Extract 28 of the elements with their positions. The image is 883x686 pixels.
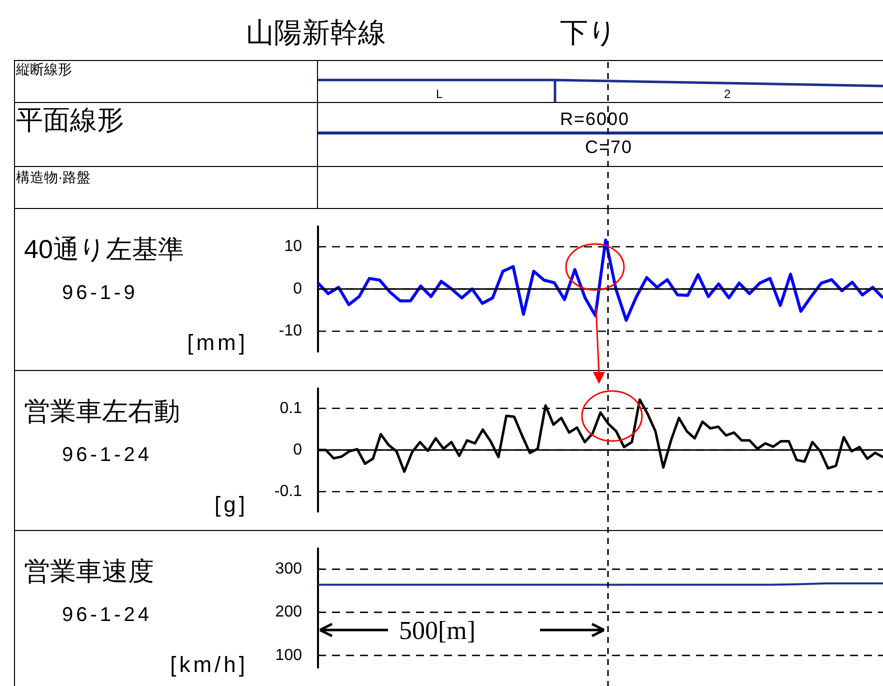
y-axis-title: [km/h] xyxy=(170,652,248,678)
text: 営業車速度 xyxy=(24,555,154,588)
y-axis-title: [mm] xyxy=(187,330,248,356)
y-tick-label: 10 xyxy=(284,238,302,256)
y-axis-title: [g] xyxy=(214,492,248,518)
text: L xyxy=(436,87,443,102)
y-tick-label: 0 xyxy=(293,441,302,458)
y-tick-label: 0 xyxy=(293,280,302,298)
text: 平面線形 xyxy=(16,105,124,136)
y-tick-label: -0.1 xyxy=(274,483,302,500)
y-tick-label: 100 xyxy=(275,646,302,664)
text: 構造物·路盤 xyxy=(16,169,91,186)
y-tick-label: 0.1 xyxy=(280,400,302,417)
text: C=70 xyxy=(585,137,633,158)
text: 縦断線形 xyxy=(16,61,72,78)
y-tick-label: 300 xyxy=(275,560,302,578)
text: 96-1-24 xyxy=(62,604,152,627)
text: 96-1-24 xyxy=(62,444,152,467)
text: R=6000 xyxy=(560,109,630,130)
text: 40通り左基準 xyxy=(24,233,184,266)
y-tick-label: -10 xyxy=(278,322,302,340)
text: 2 xyxy=(724,87,731,102)
annotation: 500[m] xyxy=(395,616,480,646)
text: 山陽新幹線 xyxy=(246,16,386,50)
text: 営業車左右動 xyxy=(24,395,180,428)
text: 96-1-9 xyxy=(62,282,138,305)
y-tick-label: 200 xyxy=(275,604,302,621)
text: 下り xyxy=(560,16,617,50)
